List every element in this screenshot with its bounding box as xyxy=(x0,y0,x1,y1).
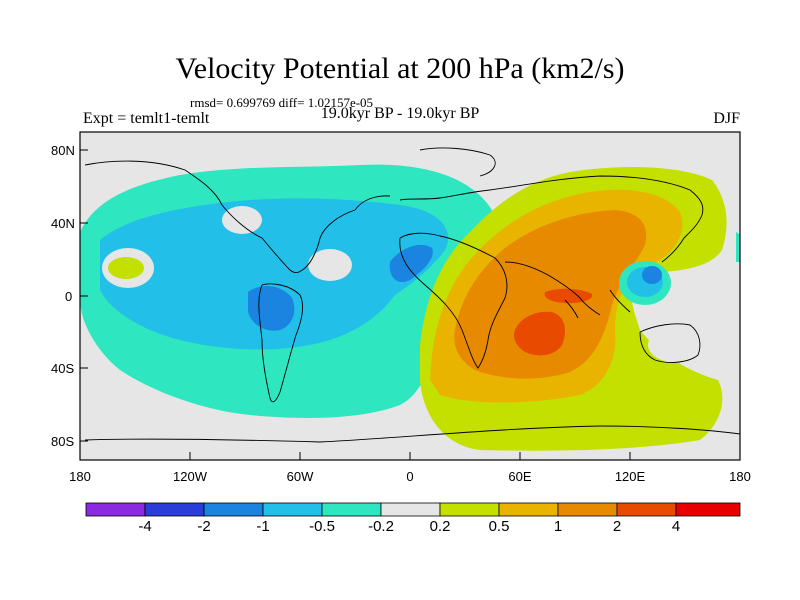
colorbar-bin-7 xyxy=(439,502,500,517)
neutral-island-na xyxy=(222,206,262,234)
y-label-40n: 40N xyxy=(51,216,75,231)
colorbar-bin-5 xyxy=(321,502,382,517)
contour-redorange-core xyxy=(514,311,565,356)
colorbar-bin-8 xyxy=(498,502,559,517)
colorbar-label-10: 4 xyxy=(671,518,681,535)
x-label-60e: 60E xyxy=(508,469,532,484)
x-label-180e: 180 xyxy=(729,469,751,484)
x-label-180w: 180 xyxy=(69,469,91,484)
contour-blue-atlantic xyxy=(389,244,433,282)
colorbar-label-4: -0.5 xyxy=(309,518,335,535)
colorbar-bin-4 xyxy=(262,502,323,517)
contour-redorange-strip xyxy=(544,288,593,304)
colorbar-label-9: 2 xyxy=(612,518,622,535)
colorbar-label-1: -4 xyxy=(138,518,152,535)
contour-blue-wp xyxy=(642,266,662,284)
stats-text: rmsd= 0.699769 diff= 1.02157e-05 xyxy=(190,95,374,110)
neutral-island-aus xyxy=(648,327,708,363)
coastlines xyxy=(84,147,740,443)
colorbar-label-3: -1 xyxy=(256,518,270,535)
x-label-60w: 60W xyxy=(286,469,314,484)
map-title: Velocity Potential at 200 hPa (km2/s) xyxy=(175,52,625,85)
colorbar-bin-3 xyxy=(203,502,264,517)
colorbar-label-7: 0.5 xyxy=(488,518,510,535)
x-label-120w: 120W xyxy=(173,469,207,484)
x-label-0: 0 xyxy=(406,469,414,484)
y-label-40s: 40S xyxy=(51,361,75,376)
colorbar-label-5: -0.2 xyxy=(368,518,394,535)
contour-cyan-east-edge xyxy=(736,232,740,262)
colorbar-bin-1 xyxy=(85,502,146,517)
y-label-80n: 80N xyxy=(51,143,75,158)
x-label-120e: 120E xyxy=(614,469,646,484)
contour-yellowgreen-pac xyxy=(108,257,144,279)
colorbar-label-6: 0.2 xyxy=(429,518,451,535)
contour-lightblue-west xyxy=(100,198,448,350)
colorbar-bin-11 xyxy=(675,502,741,517)
neutral-island-atl xyxy=(308,249,352,281)
colorbar-label-8: 1 xyxy=(553,518,563,535)
colorbar xyxy=(85,502,741,517)
experiment-label: Expt = temlt1-temlt xyxy=(83,110,210,127)
colorbar-bin-6 xyxy=(380,502,441,517)
y-label-80s: 80S xyxy=(51,434,75,449)
colorbar-bin-9 xyxy=(557,502,618,517)
contour-fields xyxy=(80,132,740,460)
period-label: 19.0kyr BP - 19.0kyr BP xyxy=(320,105,480,122)
colorbar-bin-2 xyxy=(144,502,205,517)
colorbar-label-2: -2 xyxy=(197,518,211,535)
season-label: DJF xyxy=(713,110,740,127)
colorbar-bin-10 xyxy=(616,502,677,517)
y-label-0: 0 xyxy=(65,289,73,304)
axis-ticks xyxy=(79,149,741,460)
